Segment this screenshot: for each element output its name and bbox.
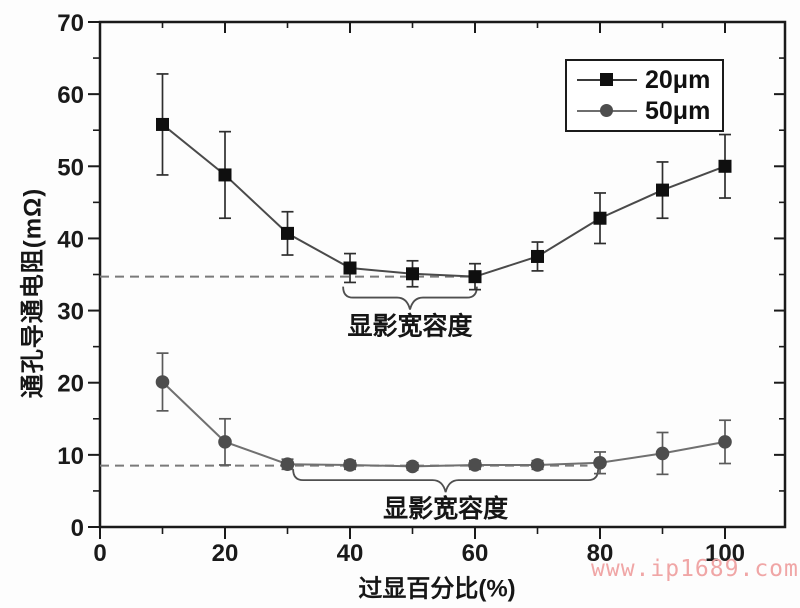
annotation-text: 显影宽容度 (383, 494, 508, 523)
circle-marker (155, 375, 170, 389)
y-tick-label: 40 (57, 226, 84, 253)
x-tick-label: 0 (93, 540, 106, 567)
axis-major-ticks (88, 21, 785, 539)
circle-marker (655, 446, 670, 461)
legend: 20μm 50μm (565, 59, 725, 132)
square-marker (218, 168, 232, 182)
annotation-text: 显影宽容度 (347, 312, 472, 341)
x-axis-title: 过显百分比(%) (358, 575, 516, 603)
square-marker (156, 117, 169, 131)
series-20um (156, 73, 732, 291)
circle-marker (218, 435, 232, 449)
square-marker (593, 211, 607, 225)
circle-marker (468, 458, 482, 472)
y-tick-label: 30 (57, 299, 84, 326)
legend-label-20um: 20μm (645, 66, 711, 94)
legend-item-20um: 20μm (577, 66, 710, 94)
series-50um (155, 352, 732, 476)
square-marker-icon (600, 73, 613, 86)
brace (342, 286, 478, 310)
circle-marker (343, 458, 357, 472)
legend-item-50um: 50μm (577, 97, 710, 125)
tick-labels: 0 20 40 60 80 100 0 10 20 30 40 50 60 70 (57, 10, 745, 567)
axis-minor-ticks (93, 22, 785, 534)
y-tick-label: 20 (57, 371, 84, 398)
circle-marker (280, 457, 295, 472)
series-line (161, 123, 726, 278)
x-tick-label: 20 (212, 540, 239, 567)
legend-square-marker-icon (577, 73, 637, 87)
circle-marker-icon (600, 104, 613, 117)
error-bars (156, 73, 731, 291)
y-tick-label: 10 (57, 443, 84, 470)
square-marker (531, 249, 544, 263)
circle-marker (405, 459, 420, 474)
series-line (161, 381, 726, 468)
y-tick-label: 0 (71, 515, 84, 542)
x-tick-label: 80 (587, 540, 614, 567)
y-axis-title: 通孔导通电阻(mΩ) (19, 187, 47, 399)
square-marker (343, 261, 357, 275)
y-tick-label: 50 (57, 154, 84, 181)
legend-circle-marker-icon (577, 104, 637, 118)
brace (292, 469, 600, 493)
square-marker (656, 183, 669, 197)
circle-marker (718, 435, 732, 449)
x-tick-label: 60 (462, 540, 489, 567)
circle-marker (530, 458, 545, 472)
legend-label-50um: 50μm (645, 97, 711, 125)
watermark: www.ip1689.com (591, 556, 799, 582)
x-tick-label: 100 (705, 540, 745, 567)
square-marker (406, 267, 419, 281)
y-tick-label: 60 (57, 82, 84, 109)
square-marker (468, 270, 482, 284)
square-marker (281, 226, 294, 240)
y-tick-label: 70 (57, 10, 84, 37)
square-marker (718, 159, 732, 173)
x-tick-label: 40 (337, 540, 364, 567)
circle-marker (593, 455, 607, 470)
